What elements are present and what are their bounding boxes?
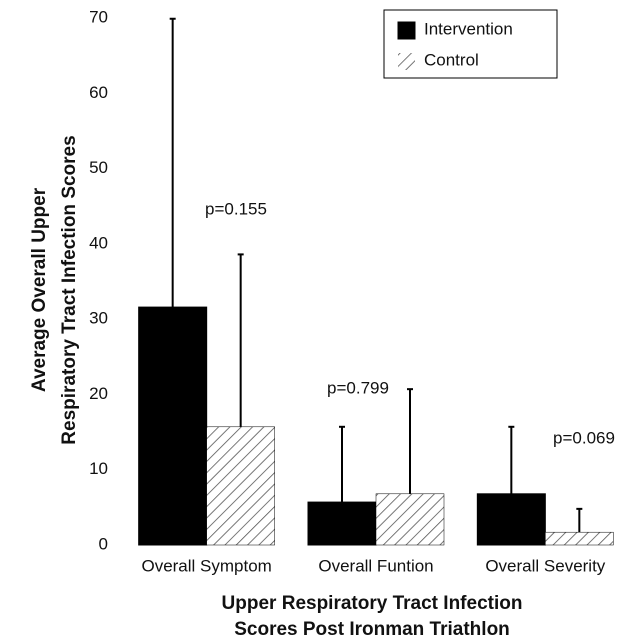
x-tick-label: Overall Severity [485,556,605,575]
annotation: p=0.155 [205,199,267,218]
y-tick-label: 20 [89,384,108,403]
y-tick-label: 40 [89,233,108,252]
bar [206,426,275,546]
y-tick-label: 10 [89,459,108,478]
bar [476,493,546,546]
annotation: p=0.799 [327,378,389,397]
annotation: p=0.069 [553,428,615,447]
legend-label: Intervention [424,19,513,38]
bar [545,531,614,546]
legend-swatch [397,21,416,40]
x-axis-title: Scores Post Ironman Triathlon [234,619,510,640]
y-tick-label: 50 [89,158,108,177]
bar [375,493,445,546]
y-axis-title: Respiratory Tract Infection Scores [59,135,80,444]
y-tick-label: 60 [89,83,108,102]
legend-swatch [398,53,415,70]
x-axis-title: Upper Respiratory Tract Infection [222,593,523,614]
legend-label: Control [424,50,479,69]
y-tick-label: 70 [89,7,108,26]
x-tick-label: Overall Funtion [318,556,433,575]
bar [307,501,377,546]
y-axis-title: Average Overall Upper [29,187,50,392]
x-tick-label: Overall Symptom [141,556,271,575]
bar [138,306,208,546]
y-tick-label: 30 [89,309,108,328]
y-tick-label: 0 [99,534,108,553]
